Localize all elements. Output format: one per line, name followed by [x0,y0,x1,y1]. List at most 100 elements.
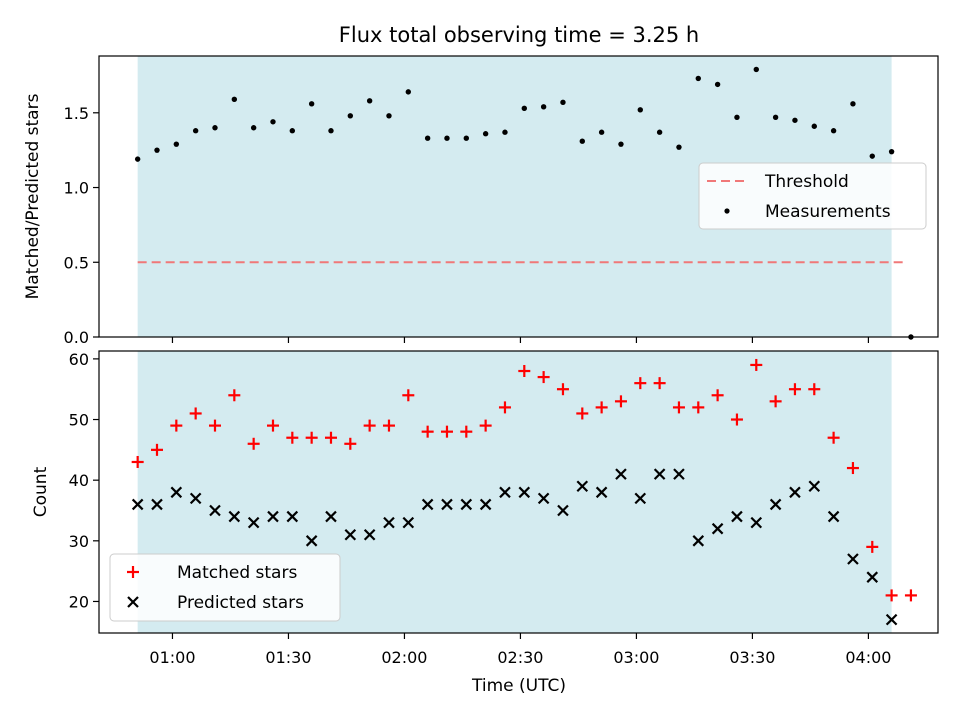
predicted-star-point [228,510,241,523]
measurement-point [637,107,643,113]
bottom-y-tick-label: 50 [69,411,89,430]
top-axes-frame [98,55,939,338]
matched-star-point [769,395,782,408]
predicted-star-point [692,535,705,547]
matched-star-point [827,431,840,444]
predicted-star-point [731,510,743,523]
bottom-x-ticks: 01:00 01:30 02:00 02:30 03:00 03:30 04:00 [149,633,891,667]
matched-star-point [266,419,279,432]
top-y-axis-label: Matched/Predicted stars [23,93,43,299]
matched-star-point [363,419,376,432]
measurement-point [424,135,431,141]
top-y-tick-label: 1.0 [64,179,89,198]
measurement-point [173,141,180,147]
bottom-y-tick-label: 20 [69,592,89,611]
matched-star-point [576,407,589,420]
predicted-star-point [286,510,299,523]
measurement-point [192,128,199,134]
matched-star-point [672,401,685,414]
predicted-star-point [267,510,279,523]
measurement-point [753,66,759,73]
measurement-point [772,114,779,120]
x-tick-label: 01:00 [149,648,195,667]
measurement-point [598,129,605,135]
predicted-star-point [789,486,801,499]
measurement-point [347,113,354,119]
matched-star-point [634,377,647,390]
matched-star-point [189,407,202,420]
matched-star-point [866,540,879,553]
matched-star-point [518,365,531,378]
predicted-star-point [750,516,763,529]
matched-star-point [131,455,144,468]
measurement-point [270,119,276,125]
matched-star-point [595,401,608,414]
matched-star-point [382,419,395,432]
measurement-point [289,128,296,134]
measurement-point [521,105,527,112]
bottom-y-tick-label: 60 [69,350,89,369]
predicted-star-point [441,498,453,511]
matched-star-point [653,377,666,390]
measurement-point [830,128,837,134]
bottom-y-tick-label: 40 [69,471,89,490]
measurement-point [695,75,701,82]
legend-predicted-label: Predicted stars [177,593,304,613]
matched-star-point [692,401,705,414]
matched-star-point [247,437,260,450]
predicted-star-point [808,480,821,493]
measurement-point [502,129,508,135]
top-x-ticks [171,337,870,343]
predicted-star-point [460,498,473,511]
legend-measurements-label: Measurements [765,202,891,222]
top-y-tick-label: 0.0 [64,328,89,347]
count-points [131,358,917,626]
x-tick-label: 03:00 [613,648,659,667]
matched-star-point [904,589,917,602]
measurement-point [154,147,160,153]
matched-star-point [479,419,492,432]
top-panel: 0.0 0.5 1.0 1.5 Matched/Predicted stars Thr… [23,55,939,347]
predicted-star-point [383,516,395,529]
matched-star-point [537,371,550,384]
bottom-y-axis-label: Count [31,466,51,517]
bottom-panel: 20 30 40 50 60 01:00 01:30 02:00 02:30 03:00 03:3… [31,350,939,696]
measurement-point [734,114,740,120]
measurement-point [618,141,624,147]
matched-star-point [208,419,221,432]
top-y-tick-label: 1.5 [64,104,89,123]
matched-star-point [305,431,318,444]
predicted-star-point [885,613,898,626]
matched-star-point [885,589,898,602]
predicted-star-point [325,510,337,523]
measurement-point [308,101,315,107]
predicted-star-point [827,510,840,523]
bottom-legend-box [109,553,341,622]
measurement-point [328,128,334,134]
matched-star-point [788,383,801,396]
predicted-star-point [209,504,221,517]
x-tick-label: 01:30 [265,648,311,667]
measurement-point [212,125,218,131]
matched-star-point [440,425,453,438]
top-legend: Threshold Measurements [698,162,927,230]
x-tick-label: 02:30 [497,648,543,667]
measurement-point [560,99,566,106]
predicted-star-point [151,498,163,511]
predicted-star-point [170,486,183,499]
matched-star-point [711,389,724,402]
x-tick-label: 03:30 [729,648,775,667]
legend-predicted-swatch [127,596,139,608]
measurement-point [366,98,373,104]
top-legend-box [698,162,927,230]
predicted-star-point [518,486,531,499]
measurement-point [792,117,798,123]
matched-star-point [228,389,241,402]
measurement-point [463,135,470,141]
x-tick-label: 02:00 [381,648,427,667]
measurement-point [250,125,257,131]
matched-star-point [170,419,183,432]
predicted-star-point [866,571,879,583]
predicted-star-point [615,468,627,480]
